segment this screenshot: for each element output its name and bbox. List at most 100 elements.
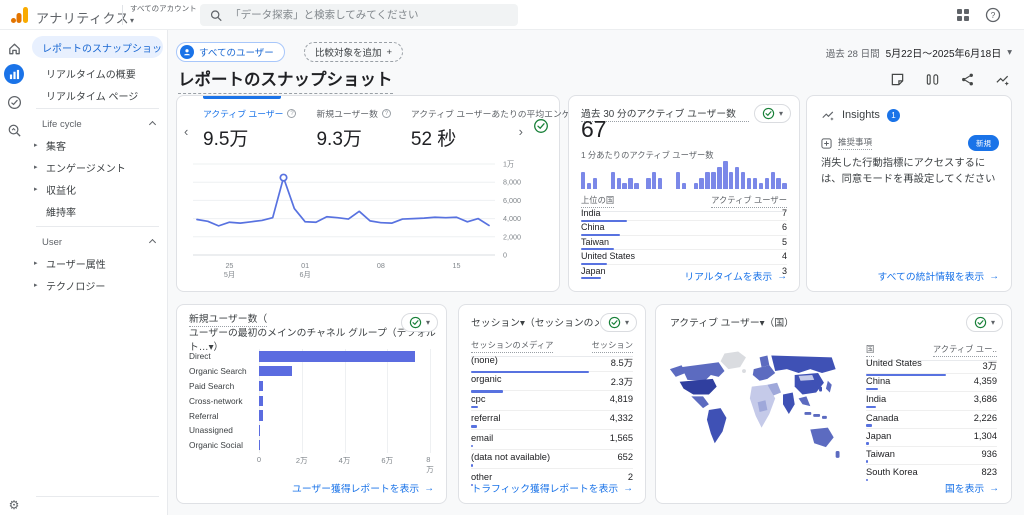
analytics-logo-icon[interactable] <box>10 6 30 24</box>
search-input[interactable] <box>230 9 508 21</box>
value-bar <box>581 234 620 236</box>
table-row: China6 <box>581 222 787 235</box>
axis-tick-label: 8万 <box>426 455 434 475</box>
active-tab-indicator <box>203 96 281 99</box>
insights-count-badge: 1 <box>887 109 900 122</box>
view-traffic-acquisition-link[interactable]: トラフィック獲得レポートを表示 → <box>471 481 633 495</box>
sidebar-item-monetization[interactable]: ▸ 収益化 <box>34 180 163 198</box>
view-all-insights-link[interactable]: すべての統計情報を表示 → <box>878 269 999 283</box>
sidebar-item-retention[interactable]: 維持率 <box>34 202 163 220</box>
row-value: 936 <box>981 449 997 459</box>
row-value: 4,819 <box>610 394 633 404</box>
sidebar-item-acquisition[interactable]: ▸ 集客 <box>34 136 163 154</box>
add-comparison-pill[interactable]: 比較対象を追加 + <box>304 42 403 62</box>
row-value: 4,359 <box>974 376 997 386</box>
section-life-cycle[interactable]: Life cycle <box>42 116 159 132</box>
row-value: 3,686 <box>974 394 997 404</box>
card-title[interactable]: セッション▾（セッションのメディア▾） <box>471 315 599 329</box>
sidebar-item-engagement[interactable]: ▸ エンゲージメント <box>34 158 163 176</box>
spark-bar <box>771 172 775 189</box>
home-icon[interactable] <box>4 38 24 58</box>
row-value: 5 <box>782 237 787 247</box>
row-label: cpc <box>471 394 485 404</box>
data-quality-dropdown[interactable]: ▾ <box>966 313 1003 332</box>
sidebar-item-realtime-pages[interactable]: リアルタイム ページ <box>32 84 163 106</box>
table-row: (data not available)652 <box>471 452 633 469</box>
data-quality-check-icon <box>608 316 621 329</box>
audience-filter-pill[interactable]: すべてのユーザー <box>176 42 285 62</box>
tab-avg-engagement-time[interactable]: アクティブ ユーザーあたりの平均エンゲー 52 秒 <box>411 107 579 151</box>
data-quality-dropdown[interactable]: ▾ <box>754 104 791 123</box>
bar-row: Cross-network <box>189 393 430 408</box>
table-row: India7 <box>581 208 787 221</box>
bar <box>259 381 263 392</box>
spark-bar <box>776 178 780 189</box>
chart-bars: DirectOrganic SearchPaid SearchCross-net… <box>189 349 430 453</box>
data-quality-dropdown[interactable]: ▾ <box>600 313 637 332</box>
svg-text:15: 15 <box>453 261 461 270</box>
section-user[interactable]: User <box>42 234 159 250</box>
insights-icon[interactable] <box>995 72 1010 87</box>
spark-bar <box>611 172 615 189</box>
svg-text:0: 0 <box>503 251 507 260</box>
card-title[interactable]: アクティブ ユーザー▾（国） <box>670 315 794 329</box>
row-value: 4,332 <box>610 413 633 423</box>
bar-label: Organic Social <box>189 440 259 450</box>
help-icon[interactable]: ? <box>985 7 1001 23</box>
table-row: (none)8.5万 <box>471 355 633 372</box>
arrow-right-icon: → <box>777 271 787 282</box>
top-app-bar: アナリティクス すべてのアカウント ▾ ? <box>0 0 1024 30</box>
row-value: 6 <box>782 222 787 232</box>
caret-down-icon: ▾ <box>426 318 430 327</box>
value-bar <box>471 464 473 467</box>
row-label: India <box>866 394 886 404</box>
tab-new-users[interactable]: 新規ユーザー数? 9.3万 <box>316 107 390 151</box>
spark-bar <box>622 183 626 189</box>
view-acquisition-report-link[interactable]: ユーザー獲得レポートを表示 → <box>292 481 434 495</box>
account-switcher[interactable]: すべてのアカウント ▾ <box>130 3 197 26</box>
chevron-left-icon[interactable]: ‹ <box>184 124 188 139</box>
spark-bar <box>628 178 632 189</box>
metric-value: 52 秒 <box>411 124 579 151</box>
row-label: United States <box>581 251 635 261</box>
sidebar-item-user-attributes[interactable]: ▸ ユーザー属性 <box>34 254 163 272</box>
insight-message[interactable]: 消失した行動指標にアクセスするには、同意モードを再設定してください <box>821 156 997 188</box>
bar-row: Organic Social <box>189 438 430 453</box>
row-label: Japan <box>581 266 606 276</box>
tab-active-users[interactable]: アクティブ ユーザー? 9.5万 <box>203 107 296 151</box>
search-bar[interactable] <box>200 4 518 26</box>
svg-text:08: 08 <box>377 261 385 270</box>
sidebar-item-technology[interactable]: ▸ テクノロジー <box>34 276 163 294</box>
recommendation-icon <box>821 138 832 149</box>
date-range-picker[interactable]: 過去 28 日間 5月22日～2025年6月18日 ▾ <box>826 45 1012 60</box>
reports-icon[interactable] <box>4 64 24 84</box>
insights-icon <box>821 108 835 122</box>
caret-down-icon: ▾ <box>779 109 783 118</box>
svg-text:4,000: 4,000 <box>503 214 521 223</box>
sidebar-item-realtime-overview[interactable]: リアルタイムの概要 <box>32 62 163 84</box>
share-icon[interactable] <box>960 72 975 87</box>
help-circle-icon: ? <box>382 109 391 118</box>
recommendation-row[interactable]: 推奨事項 新規 <box>821 135 999 151</box>
table-row: India 3,686 <box>866 394 997 410</box>
view-countries-link[interactable]: 国を表示 → <box>945 481 999 495</box>
value-bar <box>581 277 601 279</box>
spark-bar <box>634 183 638 189</box>
comparison-icon[interactable] <box>925 72 940 87</box>
spark-bar <box>782 183 786 189</box>
row-value: 823 <box>981 467 997 477</box>
advertising-icon[interactable] <box>4 120 24 140</box>
apps-grid-icon[interactable] <box>955 7 971 23</box>
bar-row: Unassigned <box>189 423 430 438</box>
bar-row: Referral <box>189 408 430 423</box>
spark-bar <box>711 172 715 189</box>
value-bar <box>471 445 473 448</box>
data-quality-dropdown[interactable]: ▾ <box>401 313 438 332</box>
svg-text:?: ? <box>991 10 996 20</box>
note-icon[interactable] <box>890 72 905 87</box>
settings-gear-icon[interactable]: ⚙ <box>4 495 24 515</box>
view-realtime-link[interactable]: リアルタイムを表示 → <box>684 269 787 283</box>
bar-label: Direct <box>189 351 259 361</box>
explore-icon[interactable] <box>4 92 24 112</box>
sidebar-item-report-snapshot[interactable]: レポートのスナップショット <box>32 36 163 58</box>
